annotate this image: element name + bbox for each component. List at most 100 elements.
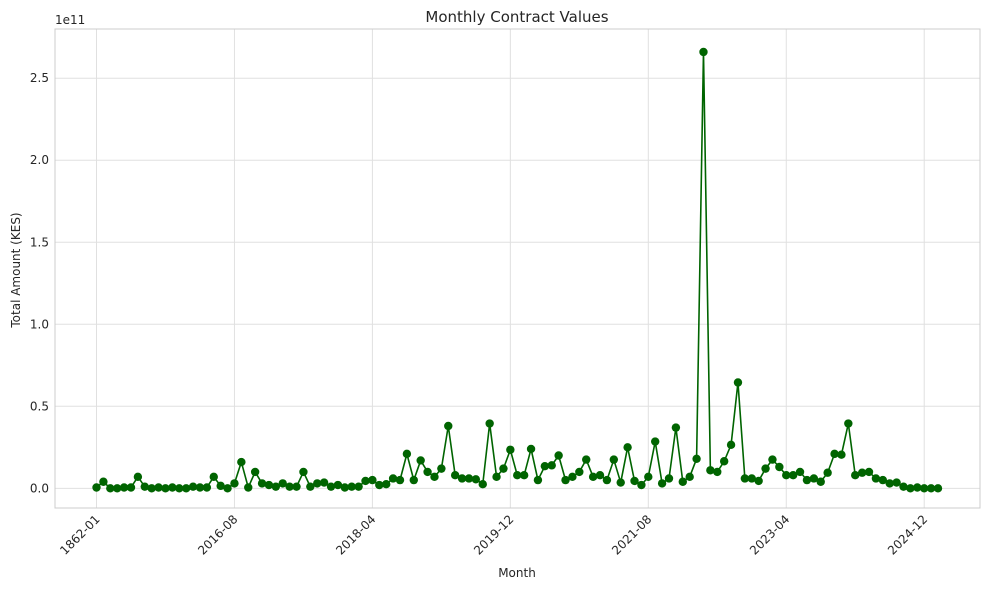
data-point: [271, 482, 281, 491]
data-point: [568, 472, 577, 482]
data-point: [147, 484, 156, 493]
data-point: [768, 455, 777, 464]
data-point: [823, 468, 832, 477]
data-point: [319, 478, 329, 487]
data-point: [223, 484, 232, 493]
data-point: [119, 483, 129, 492]
data-point: [506, 445, 515, 454]
data-point: [754, 476, 763, 486]
data-point: [878, 475, 888, 485]
data-point: [499, 464, 508, 473]
data-point: [533, 475, 543, 485]
data-point: [885, 479, 894, 488]
data-point: [678, 477, 687, 486]
data-point: [161, 484, 170, 493]
data-point: [257, 479, 267, 488]
data-point: [816, 477, 825, 486]
data-point: [313, 479, 322, 488]
data-point: [775, 462, 784, 472]
data-point: [547, 461, 556, 470]
data-point: [168, 483, 177, 492]
data-point: [782, 470, 791, 480]
data-point: [623, 443, 632, 452]
data-point: [513, 470, 522, 480]
data-point: [388, 474, 398, 483]
data-point: [450, 470, 460, 480]
y-tick-label: 0.0: [30, 481, 49, 495]
data-point: [175, 484, 184, 493]
data-point: [112, 484, 122, 493]
y-tick-label: 2.5: [30, 71, 49, 85]
data-point: [851, 470, 860, 480]
data-point: [664, 474, 674, 483]
data-point: [582, 455, 591, 464]
data-point: [913, 483, 922, 492]
data-point: [326, 482, 336, 491]
data-point: [726, 440, 736, 450]
data-point: [485, 419, 494, 428]
data-point: [299, 467, 308, 477]
data-point: [906, 484, 915, 493]
data-point: [830, 449, 839, 459]
data-point: [761, 464, 770, 473]
data-point: [209, 472, 218, 482]
data-point: [444, 421, 453, 431]
data-point: [871, 474, 881, 483]
y-axis-label: Total Amount (KES): [9, 212, 23, 328]
data-point: [230, 479, 239, 488]
data-point: [933, 484, 943, 493]
data-point: [264, 480, 274, 490]
data-point: [926, 484, 936, 493]
data-point: [126, 483, 136, 492]
data-point: [195, 483, 205, 492]
series-group: [92, 47, 943, 493]
data-point: [733, 378, 743, 387]
data-point: [920, 484, 929, 493]
data-point: [478, 480, 487, 489]
data-point: [713, 467, 722, 477]
data-point: [402, 449, 412, 459]
data-point: [154, 483, 163, 492]
data-point: [140, 482, 149, 491]
data-point: [333, 480, 343, 490]
y-tick-label: 2.0: [30, 153, 49, 167]
data-point: [588, 472, 598, 482]
data-point: [395, 475, 405, 485]
data-point: [892, 478, 901, 487]
data-point: [540, 461, 550, 471]
y-tick-label: 1.0: [30, 317, 49, 331]
data-point: [457, 474, 467, 483]
data-point: [609, 455, 619, 464]
data-point: [554, 451, 563, 460]
data-point: [595, 470, 605, 480]
data-point: [216, 481, 225, 491]
data-point: [719, 457, 729, 466]
data-point: [616, 478, 625, 487]
data-point: [471, 475, 481, 484]
data-point: [671, 423, 681, 432]
y-tick-label: 1.5: [30, 235, 49, 249]
data-point: [237, 457, 246, 467]
data-point: [692, 454, 701, 463]
data-point: [133, 472, 143, 482]
y-axis-offset-label: 1e11: [55, 13, 85, 27]
data-point: [409, 475, 418, 485]
data-point: [92, 483, 101, 492]
y-axis-ticks: 0.0 0.5 1.0 1.5 2.0 2.5: [30, 71, 49, 495]
data-point: [706, 466, 715, 475]
data-point: [181, 484, 191, 493]
data-point: [361, 476, 370, 486]
data-point: [292, 482, 301, 491]
plot-frame: [54, 28, 981, 509]
data-point: [416, 456, 425, 465]
data-point: [340, 483, 350, 492]
data-point: [747, 474, 756, 483]
data-point: [375, 480, 384, 490]
data-point: [630, 476, 639, 486]
data-point: [278, 479, 287, 488]
data-point: [602, 475, 612, 485]
data-point: [382, 480, 391, 489]
data-point: [651, 437, 660, 446]
data-point: [244, 483, 253, 492]
